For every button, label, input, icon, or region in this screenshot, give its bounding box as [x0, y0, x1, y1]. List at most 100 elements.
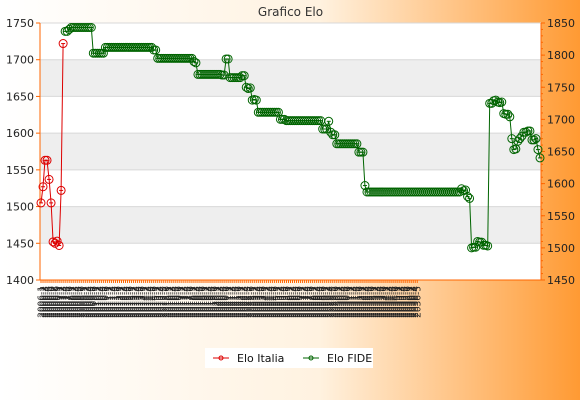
- x-tick-label: 2020-2: [214, 286, 224, 318]
- x-tick-label: 2015-1: [152, 286, 162, 318]
- x-tick-label: 2008-1: [67, 286, 77, 318]
- x-tick-label: 2021-1: [224, 286, 234, 318]
- elo-fide-point: [531, 134, 541, 144]
- x-tick-label: 2006-6: [47, 286, 57, 318]
- x-tick-label: 2030-6: [343, 286, 353, 318]
- x-tick-label: 2015-5: [160, 286, 170, 318]
- legend-elo-italia-marker: [218, 355, 224, 361]
- x-tick-label: 2035-5: [401, 286, 411, 318]
- x-tick-label: 2030-4: [339, 286, 349, 318]
- elo-fide-point: [529, 135, 539, 145]
- x-tick-label: 2034-6: [391, 286, 401, 318]
- x-tick-label: 2013-4: [134, 286, 144, 318]
- elo-fide-point: [535, 153, 545, 163]
- x-tick-label: 2034-2: [383, 286, 393, 318]
- x-tick-label: 2025-6: [282, 286, 292, 318]
- x-tick-label: 2013-1: [128, 286, 138, 318]
- elo-italia-point: [46, 198, 56, 208]
- x-tick-label: 2025-1: [272, 286, 282, 318]
- x-tick-label: 2011-5: [111, 286, 121, 318]
- x-tick-label: 2028-1: [309, 286, 319, 318]
- y-tick-label-left: 1650: [6, 90, 34, 103]
- x-tick-label: 2027-1: [297, 286, 307, 318]
- y-tick-label-left: 1450: [6, 237, 34, 250]
- elo-fide-point: [525, 126, 535, 136]
- x-tick-label: 2018-2: [190, 286, 200, 318]
- y-tick-label-right: 1850: [547, 17, 575, 30]
- x-tick-label: 2006-8: [51, 286, 61, 318]
- x-tick-label: 2024-4: [266, 286, 276, 318]
- legend-box: [205, 348, 373, 368]
- elo-fide-point: [191, 58, 201, 68]
- x-tick-label: 2021-4: [230, 286, 240, 318]
- x-tick-label: 2006-5: [45, 286, 55, 318]
- x-tick-label: 2016-6: [174, 286, 184, 318]
- elo-fide-point: [352, 139, 362, 149]
- grid-band: [40, 133, 541, 170]
- elo-fide-point: [463, 191, 473, 201]
- x-tick-label: 2020-5: [220, 286, 230, 318]
- x-tick-label: 2014-5: [148, 286, 158, 318]
- x-tick-label: 2022-3: [240, 286, 250, 318]
- x-tick-label: 2014-2: [142, 286, 152, 318]
- x-tick-label: 2007-5: [63, 286, 73, 318]
- elo-fide-point: [239, 71, 249, 81]
- x-tick-label: 2006-2: [39, 286, 49, 318]
- legend-elo-fide-label: Elo FIDE: [327, 352, 372, 365]
- x-tick-label: 2009-5: [87, 286, 97, 318]
- y-tick-label-right: 1750: [547, 81, 575, 94]
- x-tick-label: 2035-6: [403, 286, 413, 318]
- x-tick-label: 2019-2: [202, 286, 212, 318]
- x-tick-label: 2024-5: [268, 286, 278, 318]
- x-tick-label: 2021-2: [226, 286, 236, 318]
- x-tick-label: 2007-6: [65, 286, 75, 318]
- elo-fide-point: [521, 127, 531, 137]
- x-tick-label: 2035-3: [397, 286, 407, 318]
- y-tick-label-right: 1800: [547, 49, 575, 62]
- x-tick-label: 2023-6: [258, 286, 268, 318]
- x-tick-label: 2013-2: [130, 286, 140, 318]
- x-tick-label: 2012-5: [124, 286, 134, 318]
- x-tick-label: 2012-2: [117, 286, 127, 318]
- x-tick-label: 2015-2: [154, 286, 164, 318]
- x-tick-label: 2008-6: [77, 286, 87, 318]
- grid-band: [40, 59, 541, 97]
- x-tick-label: 2033-3: [373, 286, 383, 318]
- x-tick-label: 2013-3: [132, 286, 142, 318]
- x-tick-label: 2008-2: [69, 286, 79, 318]
- elo-fide-point: [223, 54, 233, 64]
- elo-italia-point: [36, 198, 46, 208]
- x-tick-label: 2026-3: [289, 286, 299, 318]
- x-tick-label: 2011-6: [113, 286, 123, 318]
- x-tick-label: 2011-2: [105, 286, 115, 318]
- y-tick-label-left: 1400: [6, 274, 34, 287]
- y-tick-label-right: 1450: [547, 274, 575, 287]
- elo-fide-point: [273, 107, 283, 117]
- x-tick-label: 2031-2: [347, 286, 357, 318]
- elo-fide-point: [360, 181, 370, 191]
- x-tick-label: 2019-5: [208, 286, 218, 318]
- x-tick-label: 2031-6: [355, 286, 365, 318]
- x-tick-label: 2010-1: [91, 286, 101, 318]
- x-tick-label: 2006-1: [37, 286, 47, 318]
- x-tick-label: 2032-1: [357, 286, 367, 318]
- x-tick-label: 2020-4: [218, 286, 228, 318]
- x-tick-label: 2032-5: [365, 286, 375, 318]
- x-tick-label: 2021-6: [234, 286, 244, 318]
- x-tick-label: 2012-1: [115, 286, 125, 318]
- x-tick-label: 2019-4: [206, 286, 216, 318]
- x-tick-label: 2027-6: [307, 286, 317, 318]
- x-tick-label: 2016-2: [166, 286, 176, 318]
- x-tick-label: 2028-2: [311, 286, 321, 318]
- x-tick-label: 2032-6: [367, 286, 377, 318]
- x-tick-label: 2025-2: [274, 286, 284, 318]
- x-tick-label: 2014-4: [146, 286, 156, 318]
- legend-elo-italia-label: Elo Italia: [237, 352, 284, 365]
- x-tick-label: 2013-6: [138, 286, 148, 318]
- x-tick-label: 2022-1: [236, 286, 246, 318]
- y-tick-label-right: 1550: [547, 210, 575, 223]
- x-tick-label: 2012-3: [120, 286, 130, 318]
- x-tick-label: 2023-3: [252, 286, 262, 318]
- x-tick-label: 2029-6: [331, 286, 341, 318]
- x-tick-label: 2006-4: [43, 286, 53, 318]
